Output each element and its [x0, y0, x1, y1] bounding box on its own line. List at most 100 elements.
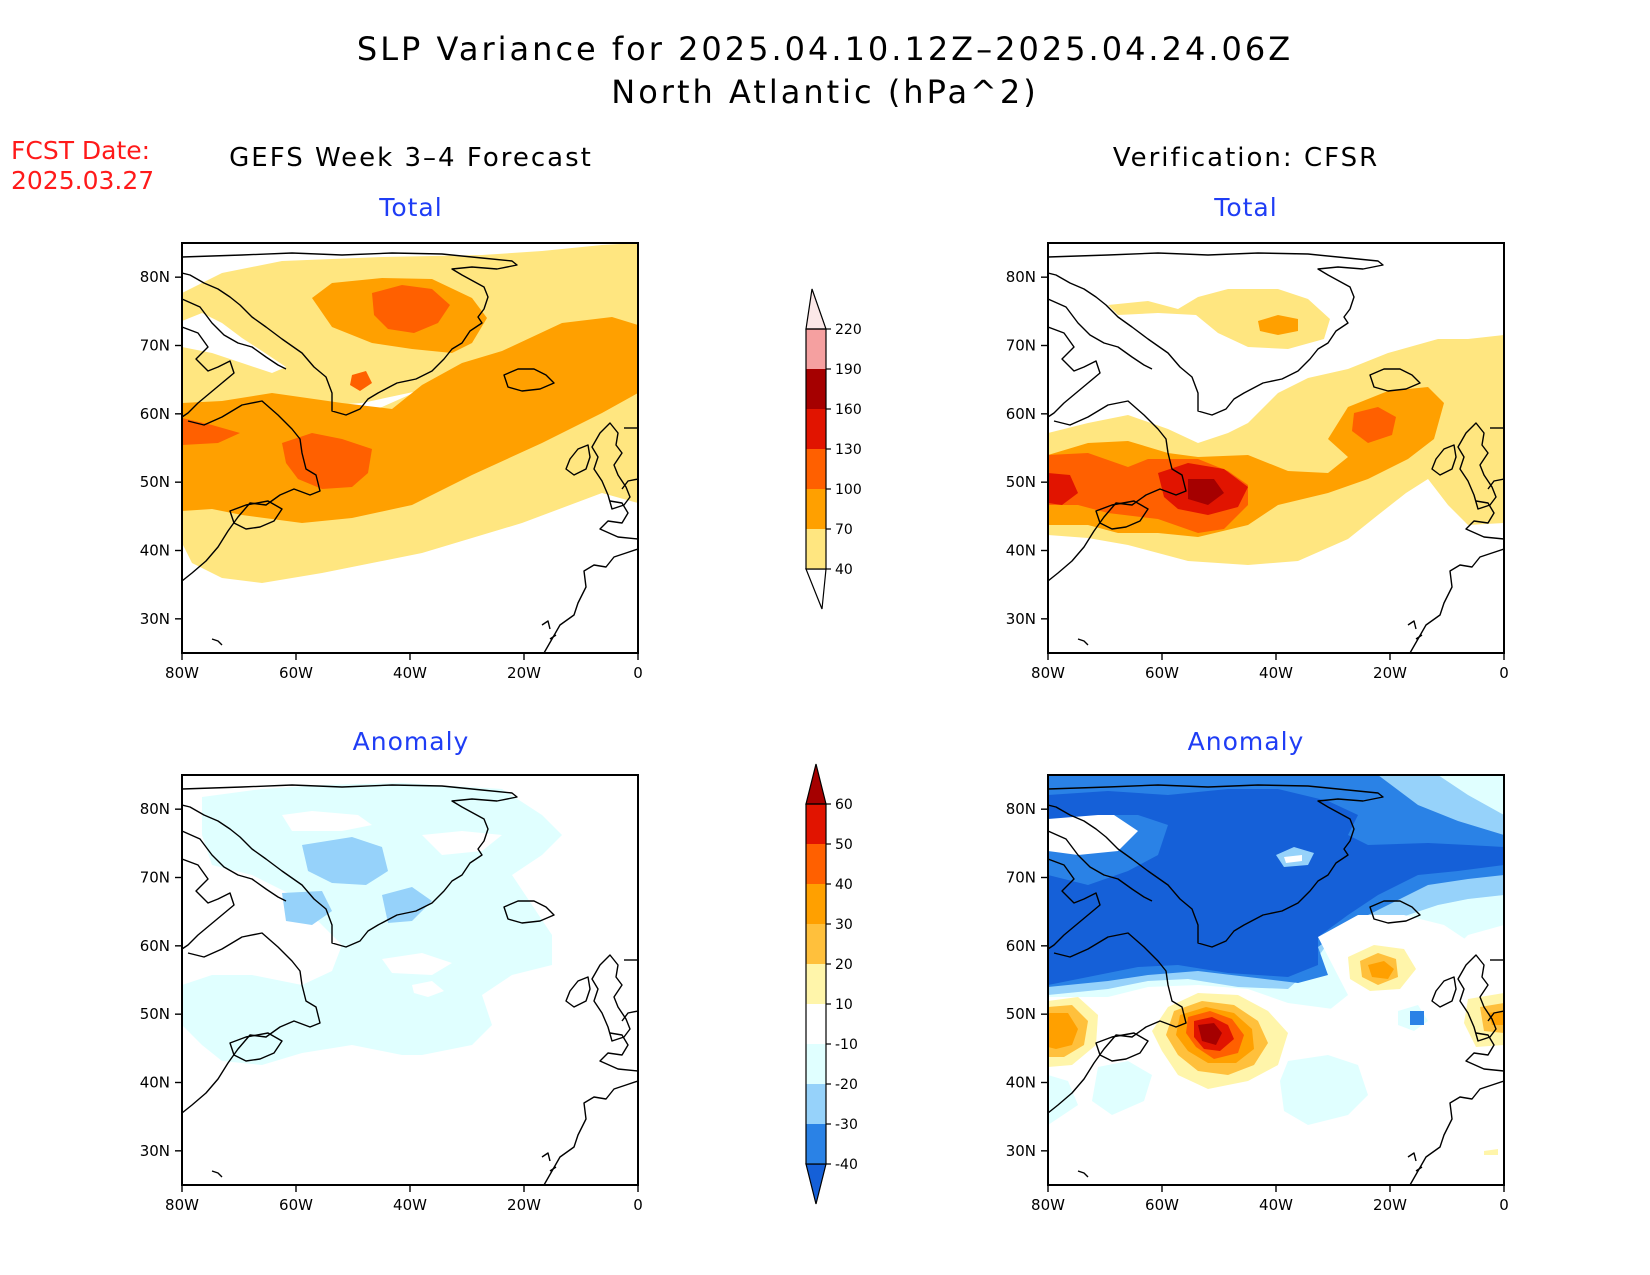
panel-br-subtitle: Anomaly	[1187, 727, 1305, 756]
contour-fill-br-4	[1048, 789, 1504, 985]
lat-tick-label: 30N	[140, 1142, 170, 1160]
lat-tick-label: 30N	[1006, 1142, 1036, 1160]
contour-fill-br-14	[1092, 1061, 1152, 1115]
colorbar-total-label: 130	[835, 442, 862, 458]
lon-tick-label: 0	[1499, 1196, 1509, 1214]
contour-fill-br-7	[1248, 915, 1468, 1075]
lat-tick-label: 30N	[140, 610, 170, 628]
lat-tick-label: 40N	[140, 542, 170, 560]
lon-tick-label: 60W	[1145, 664, 1179, 682]
colorbar-anomaly-swatch	[806, 844, 826, 884]
lon-tick-label: 0	[633, 664, 643, 682]
colorbar-anomaly-label: 60	[835, 797, 853, 813]
colorbar-anomaly-swatch	[806, 964, 826, 1004]
contour-fill-bl-3	[382, 953, 452, 975]
panel-tr-subtitle: Total	[1214, 193, 1278, 222]
lon-tick-label: 80W	[1031, 664, 1065, 682]
contour-fill-tl-5	[372, 285, 450, 333]
colorbar-anomaly-label: -40	[835, 1157, 858, 1173]
contour-fill-bl-6	[282, 891, 332, 925]
lat-tick-label: 50N	[140, 473, 170, 491]
colorbar-total-swatch	[806, 529, 826, 569]
lon-tick-label: 80W	[1031, 1196, 1065, 1214]
lon-tick-label: 40W	[393, 664, 427, 682]
contour-fill-bl-4	[412, 981, 444, 997]
colorbar-anomaly-label: -30	[835, 1117, 858, 1133]
colorbar-total-swatch	[806, 369, 826, 409]
colorbar-anomaly-swatch	[806, 1044, 826, 1084]
colorbar-anomaly-label: 40	[835, 877, 853, 893]
lon-tick-label: 60W	[1145, 1196, 1179, 1214]
fcst-date-label: FCST Date:	[11, 136, 151, 165]
lat-tick-label: 80N	[1006, 800, 1036, 818]
contour-fill-br-21	[1198, 1023, 1222, 1045]
colorbar-total-label: 100	[835, 482, 862, 498]
colorbar-anomaly-upper-arrow	[805, 763, 827, 805]
contour-fill-tr-8	[1188, 479, 1224, 505]
contour-fill-br-9	[1410, 1011, 1424, 1025]
lat-tick-label: 70N	[140, 869, 170, 887]
lon-tick-label: 20W	[507, 1196, 541, 1214]
lat-tick-label: 50N	[1006, 1005, 1036, 1023]
contour-fill-bl-2	[422, 831, 502, 855]
contour-fill-br-28	[1484, 1149, 1498, 1155]
colorbar-anomaly-lower-arrow	[805, 1163, 827, 1205]
contour-fill-tr-2	[1258, 315, 1298, 335]
colorbar-anomaly-swatch	[806, 884, 826, 924]
colorbar-total-label: 160	[835, 402, 862, 418]
colorbar-anomaly-swatch	[806, 1084, 826, 1124]
lat-tick-label: 40N	[140, 1074, 170, 1092]
lon-tick-label: 0	[1499, 664, 1509, 682]
colorbar-total-label: 190	[835, 362, 862, 378]
lon-tick-label: 60W	[279, 664, 313, 682]
contour-fill-tl-7	[282, 433, 372, 489]
contour-fill-bl-5	[302, 837, 388, 885]
lat-tick-label: 60N	[1006, 937, 1036, 955]
contour-fill-tl-8	[182, 418, 240, 445]
colorbar-anomaly-label: 50	[835, 837, 853, 853]
colorbar-anomaly-label: -10	[835, 1037, 858, 1053]
contour-fill-br-6	[1284, 855, 1302, 863]
lon-tick-label: 80W	[165, 664, 199, 682]
contour-fill-br-12	[1368, 961, 1394, 979]
colorbar-total-swatch	[806, 329, 826, 369]
colorbar-total-upper-arrow	[805, 288, 827, 330]
contour-fill-tr-5	[1352, 407, 1396, 443]
colorbar-total-lower-arrow	[805, 568, 827, 610]
lat-tick-label: 30N	[1006, 610, 1036, 628]
lon-tick-label: 20W	[1373, 1196, 1407, 1214]
contour-fill-tl-1	[182, 313, 286, 373]
left-column-title: GEFS Week 3–4 Forecast	[229, 143, 593, 173]
lat-tick-label: 80N	[140, 800, 170, 818]
panel-bl-subtitle: Anomaly	[352, 727, 470, 756]
colorbar-total-swatch	[806, 489, 826, 529]
lon-tick-label: 0	[633, 1196, 643, 1214]
colorbar-anomaly-swatch	[806, 1004, 826, 1044]
contour-fill-bl-1	[282, 811, 372, 831]
colorbar-total-swatch	[806, 409, 826, 449]
main-subtitle: North Atlantic (hPa^2)	[611, 73, 1039, 111]
right-column-title: Verification: CFSR	[1112, 143, 1380, 173]
lat-tick-label: 80N	[140, 268, 170, 286]
colorbar-anomaly: -40 -30 -20 -10 10 20 30 40 50 60	[805, 763, 858, 1205]
colorbar-anomaly-label: -20	[835, 1077, 858, 1093]
lat-tick-label: 70N	[1006, 869, 1036, 887]
lat-tick-label: 70N	[1006, 337, 1036, 355]
colorbar-total-label: 40	[835, 562, 853, 578]
lon-tick-label: 60W	[279, 1196, 313, 1214]
contour-fill-tl-6	[350, 371, 372, 391]
colorbar-anomaly-label: 30	[835, 917, 853, 933]
panel-tl-subtitle: Total	[379, 193, 443, 222]
lon-tick-label: 40W	[1259, 664, 1293, 682]
lon-tick-label: 20W	[507, 664, 541, 682]
contour-fill-br-27	[1488, 1011, 1504, 1025]
colorbar-anomaly-label: 20	[835, 957, 853, 973]
lon-tick-label: 80W	[165, 1196, 199, 1214]
lon-tick-label: 40W	[1259, 1196, 1293, 1214]
lat-tick-label: 50N	[1006, 473, 1036, 491]
colorbar-anomaly-swatch	[806, 1124, 826, 1164]
lat-tick-label: 40N	[1006, 1074, 1036, 1092]
lat-tick-label: 80N	[1006, 268, 1036, 286]
main-title: SLP Variance for 2025.04.10.12Z–2025.04.…	[356, 30, 1294, 68]
